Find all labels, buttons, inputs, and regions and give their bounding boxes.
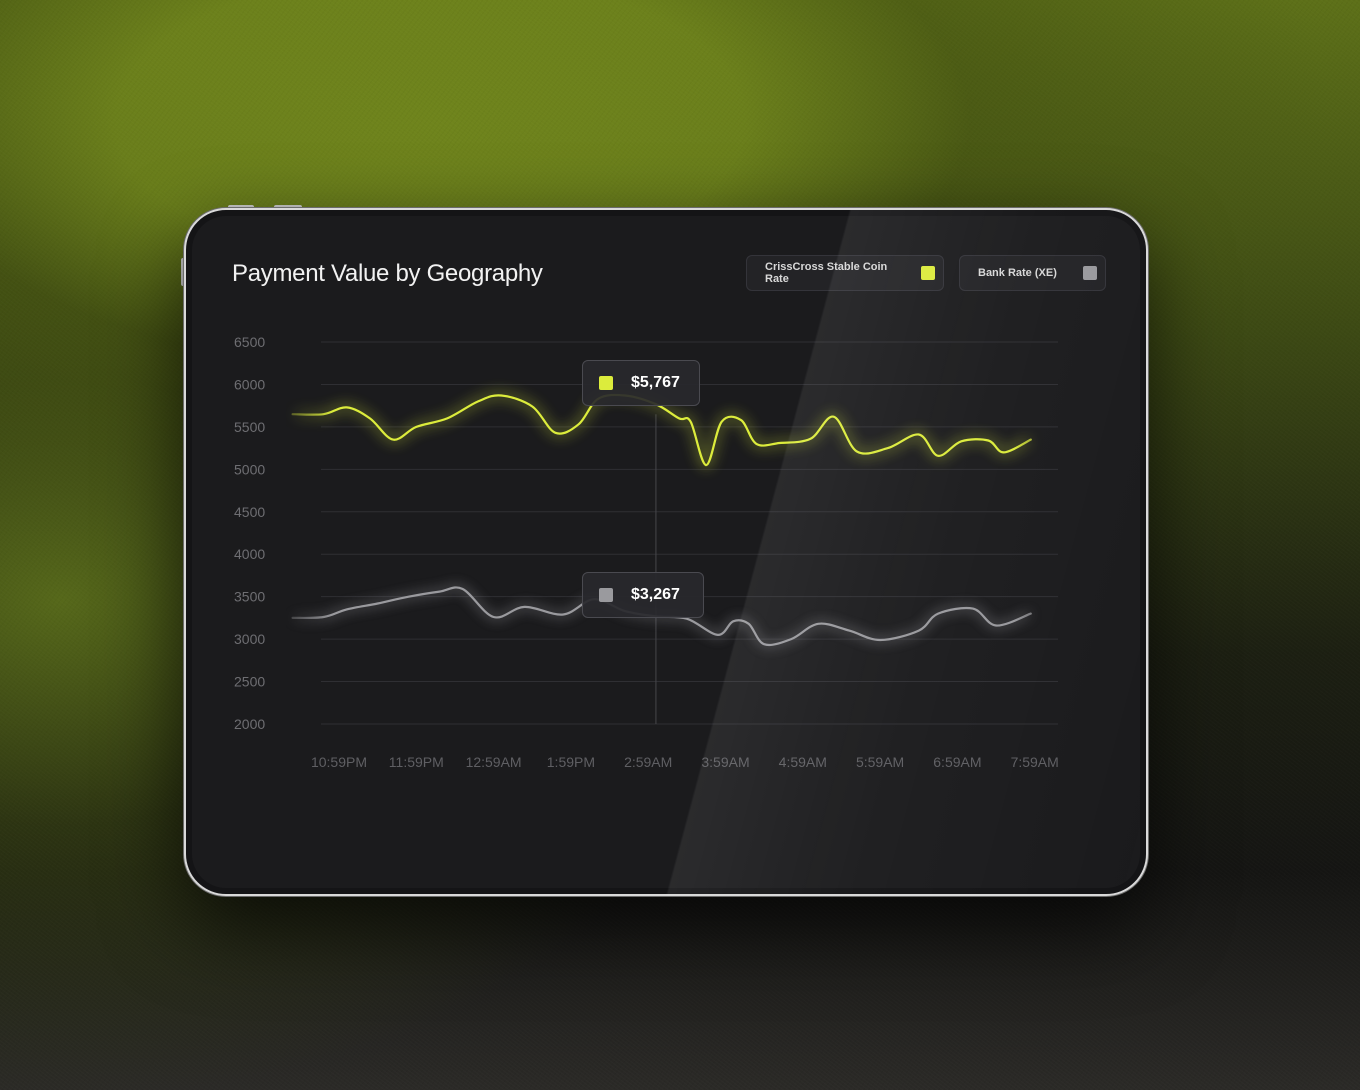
legend-item-stable-coin[interactable]: CrissCross Stable Coin Rate xyxy=(746,255,944,291)
x-tick-label: 7:59AM xyxy=(1011,754,1059,770)
x-tick-label: 12:59AM xyxy=(466,754,522,770)
page-title: Payment Value by Geography xyxy=(232,260,543,287)
legend-item-bank-rate[interactable]: Bank Rate (XE) xyxy=(959,255,1106,291)
series-line-bank-rate xyxy=(291,586,1032,647)
tablet-frame: Payment Value by Geography CrissCross St… xyxy=(184,208,1148,896)
tablet-top-button xyxy=(228,205,254,209)
y-tick-label: 6500 xyxy=(234,334,265,350)
y-tick-label: 2000 xyxy=(234,716,265,732)
x-tick-label: 6:59AM xyxy=(933,754,981,770)
y-tick-label: 4500 xyxy=(234,504,265,520)
tablet-side-button xyxy=(181,258,185,286)
y-tick-label: 4000 xyxy=(234,546,265,562)
x-tick-label: 10:59PM xyxy=(311,754,367,770)
tooltip-swatch xyxy=(599,376,613,390)
y-tick-label: 6000 xyxy=(234,376,265,392)
legend-label: Bank Rate (XE) xyxy=(978,267,1057,279)
x-tick-label: 3:59AM xyxy=(701,754,749,770)
y-tick-label: 3500 xyxy=(234,589,265,605)
tooltip-value: $3,267 xyxy=(631,586,680,603)
tooltip-bank-rate: $3,267 xyxy=(582,572,704,618)
legend-swatch xyxy=(1082,266,1097,280)
x-tick-label: 5:59AM xyxy=(856,754,904,770)
tooltip-stable-coin: $5,767 xyxy=(582,360,700,406)
y-tick-label: 5500 xyxy=(234,419,265,435)
legend-swatch xyxy=(921,266,935,280)
x-tick-label: 11:59PM xyxy=(389,754,444,770)
x-tick-label: 1:59PM xyxy=(547,754,595,770)
tooltip-swatch xyxy=(599,588,613,602)
tablet-top-button xyxy=(274,205,302,209)
series-line-stable-coin xyxy=(291,393,1032,467)
y-tick-label: 3000 xyxy=(234,631,265,647)
line-chart: 6500 6000 5500 5000 4500 4000 3500 3000 2500 2000… xyxy=(234,334,1059,770)
y-tick-label: 5000 xyxy=(234,461,265,477)
x-tick-label: 4:59AM xyxy=(779,754,827,770)
legend-label: CrissCross Stable Coin Rate xyxy=(765,261,888,285)
y-tick-label: 2500 xyxy=(234,674,265,690)
x-tick-label: 2:59AM xyxy=(624,754,672,770)
tooltip-value: $5,767 xyxy=(631,374,680,391)
